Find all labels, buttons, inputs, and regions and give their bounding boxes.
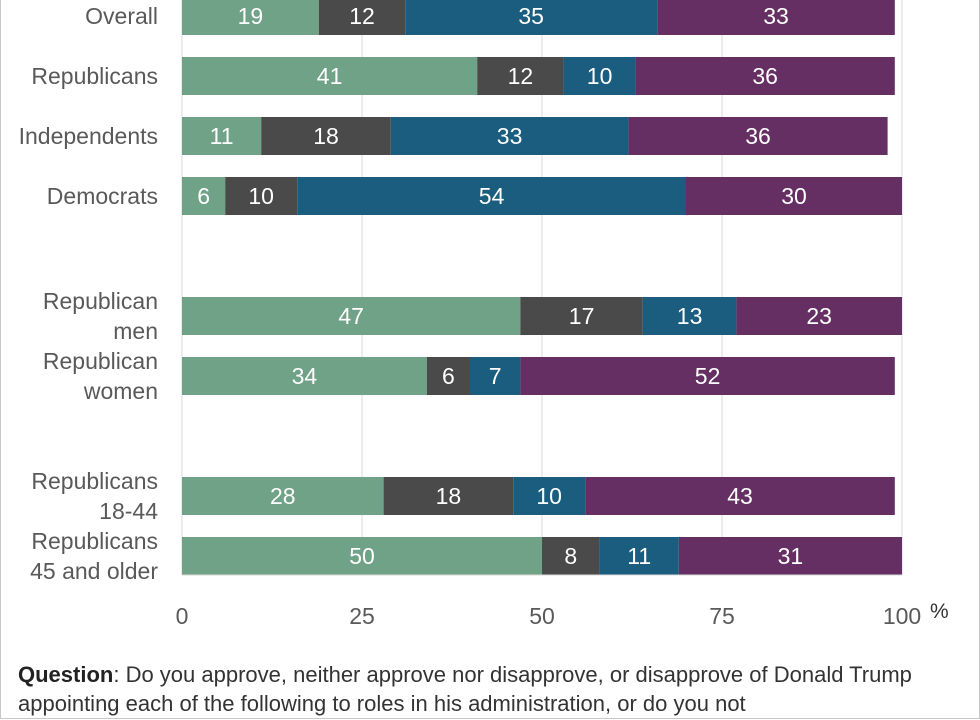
bar-7-3 [678, 537, 902, 575]
bar-value-label-7-3: 31 [778, 543, 804, 569]
bar-value-label-7-2: 11 [627, 543, 651, 569]
bar-value-label-2-1: 18 [313, 123, 339, 149]
bar-1-2 [563, 57, 636, 95]
bar-0-3 [657, 0, 895, 35]
question-note: Question: Do you approve, neither approv… [18, 660, 958, 718]
bar-value-label-4-3: 23 [806, 303, 832, 329]
bar-3-1 [225, 177, 298, 215]
bar-value-label-0-1: 12 [349, 3, 375, 29]
bar-1-3 [635, 57, 895, 95]
bar-value-label-5-3: 52 [695, 363, 721, 389]
bar-value-label-6-2: 10 [536, 483, 562, 509]
category-label-7-1: 45 and older [30, 558, 158, 584]
x-tick-label-4: 100 [883, 603, 921, 629]
bar-value-label-4-1: 17 [569, 303, 595, 329]
category-label-6-0: Republicans [31, 468, 158, 494]
bar-5-2 [470, 357, 521, 395]
bar-2-2 [390, 117, 629, 155]
bar-value-label-5-1: 6 [442, 363, 455, 389]
x-unit-label: % [930, 600, 949, 623]
category-label-4-1: men [113, 318, 158, 344]
bar-1-1 [477, 57, 564, 95]
bar-3-2 [297, 177, 686, 215]
bar-value-label-1-1: 12 [508, 63, 534, 89]
bar-value-label-0-3: 33 [763, 3, 789, 29]
bar-6-3 [585, 477, 895, 515]
bar-value-label-7-1: 8 [564, 543, 577, 569]
category-label-7-0: Republicans [31, 528, 158, 554]
bar-value-label-4-2: 13 [677, 303, 703, 329]
bar-value-label-6-3: 43 [727, 483, 753, 509]
bar-value-label-5-0: 34 [292, 363, 318, 389]
bar-6-1 [383, 477, 514, 515]
bar-7-2 [599, 537, 679, 575]
bar-value-label-2-0: 11 [210, 123, 234, 149]
stacked-bar-chart: 19 12 35 33 Overall 41 12 10 36 Republicans 11 18 33… [19, 0, 949, 629]
bar-2-0 [182, 117, 262, 155]
bar-0-0 [182, 0, 319, 35]
bar-4-0 [182, 297, 521, 335]
bar-3-3 [686, 177, 902, 215]
bar-6-0 [182, 477, 384, 515]
bar-5-3 [520, 357, 895, 395]
bar-value-label-0-0: 19 [238, 3, 264, 29]
category-label-5-0: Republican [43, 348, 158, 374]
bar-value-label-1-0: 41 [317, 63, 343, 89]
x-tick-label-3: 75 [709, 603, 735, 629]
bar-0-1 [318, 0, 406, 35]
x-tick-label-1: 25 [349, 603, 375, 629]
bar-2-1 [261, 117, 391, 155]
bar-4-3 [736, 297, 902, 335]
bar-4-1 [520, 297, 643, 335]
category-label-1-0: Republicans [31, 63, 158, 89]
bar-value-label-2-2: 33 [497, 123, 523, 149]
bar-2-3 [628, 117, 888, 155]
question-label: Question [18, 662, 114, 687]
bar-4-2 [642, 297, 737, 335]
bar-value-label-3-0: 6 [197, 183, 210, 209]
bar-value-label-3-2: 54 [479, 183, 505, 209]
category-label-4-0: Republican [43, 288, 158, 314]
category-label-3-0: Democrats [47, 183, 158, 209]
bar-value-label-7-0: 50 [349, 543, 375, 569]
bar-5-0 [182, 357, 427, 395]
bar-0-2 [405, 0, 658, 35]
category-label-2-0: Independents [19, 123, 158, 149]
bar-value-label-1-3: 36 [752, 63, 778, 89]
bar-value-label-0-2: 35 [518, 3, 544, 29]
bar-3-0 [182, 177, 226, 215]
question-text: : Do you approve, neither approve nor di… [18, 662, 912, 716]
category-label-0-0: Overall [85, 3, 158, 29]
category-label-6-1: 18-44 [99, 498, 158, 524]
x-tick-label-2: 50 [529, 603, 555, 629]
bar-1-0 [182, 57, 478, 95]
bar-value-label-3-3: 30 [781, 183, 807, 209]
bar-value-label-3-1: 10 [248, 183, 274, 209]
category-label-5-1: women [83, 378, 158, 404]
bar-7-1 [542, 537, 600, 575]
bar-value-label-6-0: 28 [270, 483, 296, 509]
bar-value-label-6-1: 18 [436, 483, 462, 509]
bar-value-label-4-0: 47 [338, 303, 364, 329]
bar-6-2 [513, 477, 586, 515]
x-tick-label-0: 0 [176, 603, 189, 629]
bar-7-0 [182, 537, 542, 575]
bar-value-label-5-2: 7 [489, 363, 502, 389]
bar-value-label-2-3: 36 [745, 123, 771, 149]
bar-value-label-1-2: 10 [587, 63, 613, 89]
bar-5-1 [426, 357, 470, 395]
